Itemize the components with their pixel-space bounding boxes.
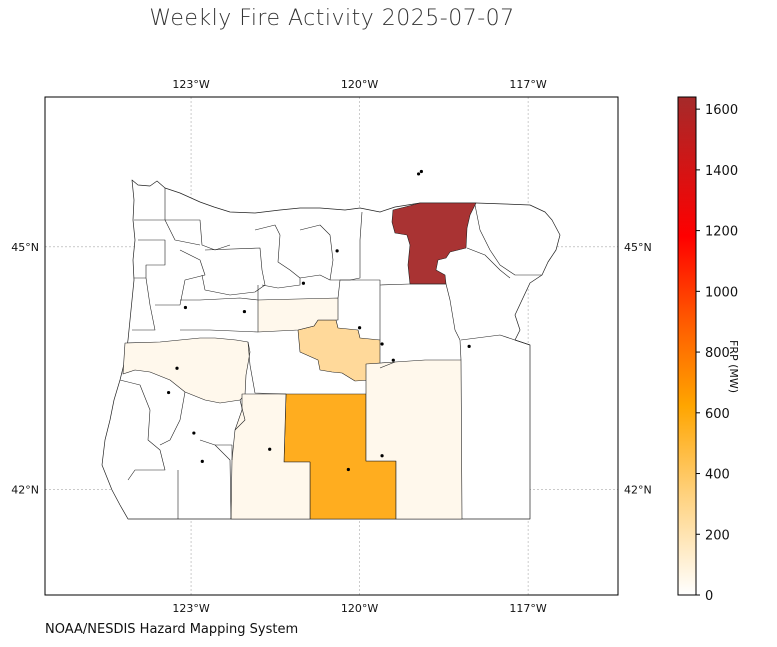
colorbar-tick-label: 1400 [705, 164, 738, 179]
colorbar-tick-label: 1200 [705, 225, 738, 240]
colorbar [677, 96, 697, 596]
colorbar-tick-label: 200 [705, 528, 730, 543]
lon-tick-bottom-2: 117°W [509, 602, 546, 615]
colorbar-tick-label: 600 [705, 407, 730, 422]
source-caption: NOAA/NESDIS Hazard Mapping System [45, 622, 299, 637]
colorbar-tick-label: 400 [705, 468, 730, 483]
fire-point [301, 281, 306, 285]
lat-tick-right-0: 45°N [624, 241, 652, 254]
map-frame [44, 96, 619, 596]
colorbar-tick-label: 0 [705, 589, 713, 604]
fire-point [166, 390, 171, 395]
fire-point [391, 358, 395, 362]
lon-tick-top-1: 120°W [341, 78, 378, 91]
fire-point [416, 172, 421, 176]
lon-tick-top-0: 123°W [172, 78, 209, 91]
lon-tick-bottom-1: 120°W [341, 602, 378, 615]
lon-tick-bottom-0: 123°W [172, 602, 209, 615]
fire-point [335, 249, 339, 253]
fire-points [166, 169, 471, 472]
lat-tick-left-0: 45°N [11, 241, 39, 254]
fire-point [346, 467, 350, 472]
lon-tick-top-2: 117°W [509, 78, 546, 91]
colorbar-label: FRP (MW) [727, 340, 740, 394]
tick-labels: 123°W 123°W 120°W 120°W 117°W 117°W 45°N 45°N 42… [11, 78, 651, 615]
fire-point [175, 366, 179, 370]
colorbar-tick-label: 1000 [705, 285, 738, 300]
lat-tick-left-1: 42°N [11, 484, 39, 497]
colorbar-ticks: 0 200 400 600 800 1000 1200 1400 1600 [696, 103, 738, 604]
fire-point [192, 431, 196, 435]
fire-point [242, 309, 247, 314]
fire-point [200, 459, 204, 463]
county-malheur [365, 359, 463, 520]
fire-point [268, 447, 272, 451]
fire-point [419, 169, 423, 174]
county-jefferson [257, 297, 339, 333]
fire-point [357, 326, 362, 330]
colorbar-tick-label: 800 [705, 346, 730, 361]
fire-point [380, 454, 384, 458]
colorbar-tick-label: 1600 [705, 103, 738, 118]
fire-point [467, 344, 471, 349]
county-boundaries [119, 188, 542, 520]
map-title: Weekly Fire Activity 2025-07-07 [149, 6, 515, 31]
fire-point [380, 342, 384, 346]
county-lake [230, 393, 311, 520]
county-layer [101, 179, 561, 520]
fire-point [183, 305, 188, 310]
lat-tick-right-1: 42°N [624, 484, 652, 497]
